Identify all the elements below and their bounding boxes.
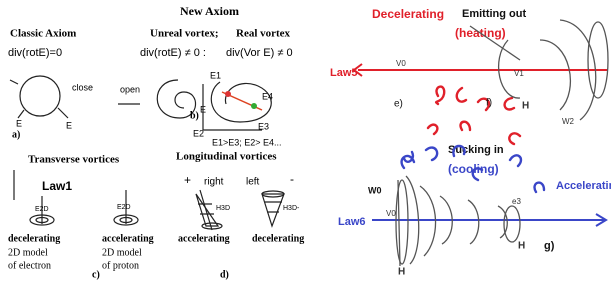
heading: New Axiom (180, 4, 239, 18)
label: W2 (562, 117, 575, 126)
law: Law6 (338, 216, 366, 228)
caption: c) (92, 269, 100, 280)
vortex-sketch (396, 180, 408, 264)
equation: div(rotE)=0 (8, 47, 62, 59)
label: W0 (368, 185, 382, 195)
label: left (246, 177, 260, 188)
sign: + (184, 173, 191, 187)
equation: div(rotE) ≠ 0 : (140, 47, 206, 59)
cone (262, 194, 284, 226)
label: right (204, 177, 224, 188)
label: E4 (262, 91, 273, 101)
heading: Emitting out (462, 8, 526, 20)
law: Law5 (330, 67, 358, 79)
state: decelerating (252, 233, 304, 244)
equation: div(Vor E) ≠ 0 (226, 47, 293, 59)
vortex-sketch (588, 22, 608, 98)
caption: g) (544, 240, 555, 252)
model: of electron (8, 260, 51, 271)
label: close (72, 82, 93, 92)
label: E1 (210, 70, 221, 80)
label: e3 (512, 197, 521, 206)
label: H3D- (283, 205, 300, 212)
model: 2D model (102, 247, 142, 258)
label: V0 (396, 59, 406, 68)
point (225, 91, 231, 97)
heading: Transverse vortices (28, 154, 120, 166)
figure: New Axiom Classic Axiom Unreal vortex; R… (0, 0, 611, 284)
state: decelerating (8, 233, 60, 244)
label: V1 (514, 69, 524, 78)
sign: - (290, 172, 294, 186)
heading: Real vortex (236, 28, 291, 40)
closed-loop (20, 76, 60, 116)
heading: Decelerating (372, 7, 444, 21)
heading: Unreal vortex; (150, 28, 219, 40)
caption: b) (190, 110, 199, 121)
label: H (522, 101, 529, 112)
label: E2D (35, 206, 49, 213)
relation: E1>E3; E2> E4... (212, 137, 282, 147)
caption: d) (220, 269, 229, 280)
label: E2D (117, 204, 131, 211)
heading: Classic Axiom (10, 28, 76, 40)
label: open (120, 84, 140, 94)
caption: f) (486, 98, 492, 109)
squiggles (428, 87, 520, 144)
state: accelerating (178, 233, 230, 244)
caption: a) (12, 129, 20, 140)
heading: Accelerating (556, 180, 611, 192)
vortex-loop (211, 82, 271, 122)
caption: e) (394, 99, 403, 110)
label: E (66, 120, 72, 130)
law: Law1 (42, 179, 72, 193)
vortex-sketch (504, 206, 520, 242)
label: H (518, 241, 525, 252)
label: H3D (216, 205, 230, 212)
cone (196, 194, 218, 226)
label: E3 (258, 121, 269, 131)
label: V0 (386, 209, 396, 218)
label: H (398, 267, 405, 278)
state: accelerating (102, 233, 154, 244)
label: E2 (193, 128, 204, 138)
label: E (16, 118, 22, 128)
model: 2D model (8, 247, 48, 258)
heading: Longitudinal vortices (176, 151, 277, 163)
point (251, 103, 257, 109)
model: of proton (102, 260, 139, 271)
